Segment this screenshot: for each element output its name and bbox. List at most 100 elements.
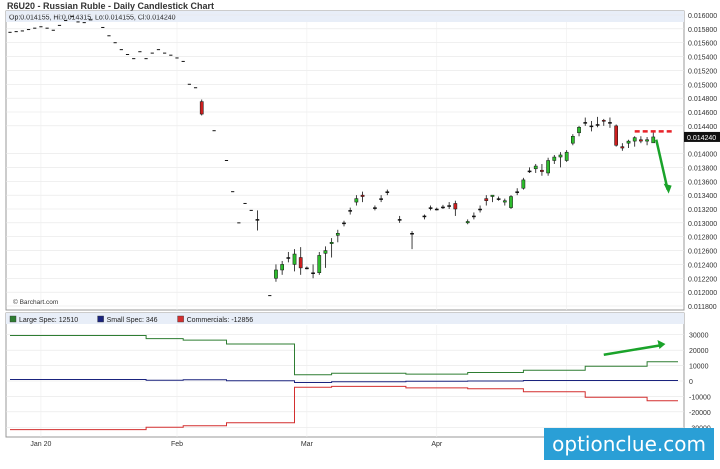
candle <box>410 231 414 250</box>
chart-title: R6U20 - Russian Ruble - Daily Candlestic… <box>7 1 214 11</box>
price-tick-label: 0.015800 <box>688 27 717 34</box>
candle-body <box>305 267 309 270</box>
candle <box>527 167 532 173</box>
candle <box>546 157 550 176</box>
candle-body <box>620 146 625 149</box>
cot-panel <box>5 312 685 438</box>
candle-body <box>410 233 414 235</box>
ohlc-label: Op:0.014155, Hi:0.014315, Lo:0.014155, C… <box>9 15 176 22</box>
candle <box>397 215 402 223</box>
candle <box>428 205 433 211</box>
candle-body <box>292 253 297 265</box>
candle <box>434 207 439 211</box>
candle-body <box>639 139 643 142</box>
last-price-label: 0.014240 <box>687 135 716 142</box>
candle-body <box>453 203 458 210</box>
candle-body <box>608 122 612 124</box>
candle <box>385 189 390 196</box>
candle <box>540 163 544 176</box>
price-panel <box>5 10 685 311</box>
candle <box>472 212 476 220</box>
candle <box>558 152 563 168</box>
candle-body <box>583 122 588 124</box>
candle <box>608 117 612 128</box>
candle <box>571 134 575 146</box>
candle-body <box>558 154 563 158</box>
candle-body <box>577 126 581 134</box>
candle <box>329 238 334 258</box>
series-line-small-spec <box>10 379 678 383</box>
legend-item: Large Spec: 12510 <box>9 315 78 324</box>
price-tick-label: 0.013200 <box>688 207 717 214</box>
candle-body <box>286 257 291 259</box>
price-tick-label: 0.014400 <box>688 124 717 131</box>
price-tick-label: 0.014600 <box>688 110 717 117</box>
candle <box>632 136 637 147</box>
up-arrow-head <box>657 339 666 349</box>
x-tick-label: Jan 20 <box>30 441 51 448</box>
candle <box>639 136 643 144</box>
candle-body <box>335 233 340 236</box>
candle-body <box>441 206 445 209</box>
series-line-large-spec <box>10 335 678 376</box>
candle <box>533 163 538 173</box>
candle-body <box>540 169 544 172</box>
candle <box>589 121 594 132</box>
candle <box>577 125 581 137</box>
candle <box>478 205 482 213</box>
down-arrow-shaft <box>655 139 669 190</box>
price-tick-label: 0.013400 <box>688 193 717 200</box>
candle-body <box>379 198 383 200</box>
candle-body <box>645 139 649 142</box>
candle-body <box>354 198 359 203</box>
candle-body <box>255 219 260 221</box>
candle <box>199 99 204 116</box>
candle-body <box>373 207 377 209</box>
candle <box>298 247 303 275</box>
watermark[interactable]: optionclue.com <box>544 428 714 460</box>
candle-body <box>496 198 501 200</box>
candle-body <box>397 219 402 221</box>
candle <box>490 194 495 203</box>
price-tick-label: 0.012800 <box>688 235 717 242</box>
series-line-commercials <box>10 385 678 431</box>
candle-body <box>478 208 482 211</box>
legend-label: Small Spec: 346 <box>107 317 158 324</box>
legend-swatch <box>9 315 17 323</box>
candle-body <box>521 179 526 189</box>
candle <box>255 210 260 231</box>
candle-body <box>323 250 328 254</box>
candle-body <box>348 210 353 212</box>
candle <box>292 249 297 272</box>
candle-body <box>274 269 278 279</box>
candle <box>317 251 322 275</box>
candle <box>645 136 649 146</box>
candle-body <box>428 207 433 209</box>
legend-item: Small Spec: 346 <box>97 315 158 324</box>
candle <box>280 260 284 275</box>
ohlc-strip <box>6 11 684 22</box>
candle-body <box>552 156 557 161</box>
candle-body <box>614 125 618 146</box>
price-tick-label: 0.011800 <box>688 304 717 311</box>
candle-body <box>360 194 365 197</box>
price-tick-label: 0.014800 <box>688 96 717 103</box>
legend-swatch <box>177 315 184 323</box>
cot-tick-label: 20000 <box>689 348 709 355</box>
candle <box>502 198 507 206</box>
price-tick-label: 0.012000 <box>688 290 717 297</box>
candle <box>286 251 291 263</box>
last-price-box <box>684 131 720 142</box>
candle <box>335 229 340 243</box>
price-tick-label: 0.013800 <box>688 165 717 172</box>
candle <box>422 214 427 220</box>
candle-body <box>422 215 427 218</box>
candle-body <box>515 191 520 193</box>
candle <box>274 264 278 282</box>
candle <box>583 117 588 126</box>
legend-swatch <box>97 315 104 323</box>
price-tick-label: 0.015600 <box>688 41 717 48</box>
price-tick-label: 0.016000 <box>688 13 717 20</box>
candle-body <box>626 140 631 144</box>
candle <box>354 195 359 206</box>
